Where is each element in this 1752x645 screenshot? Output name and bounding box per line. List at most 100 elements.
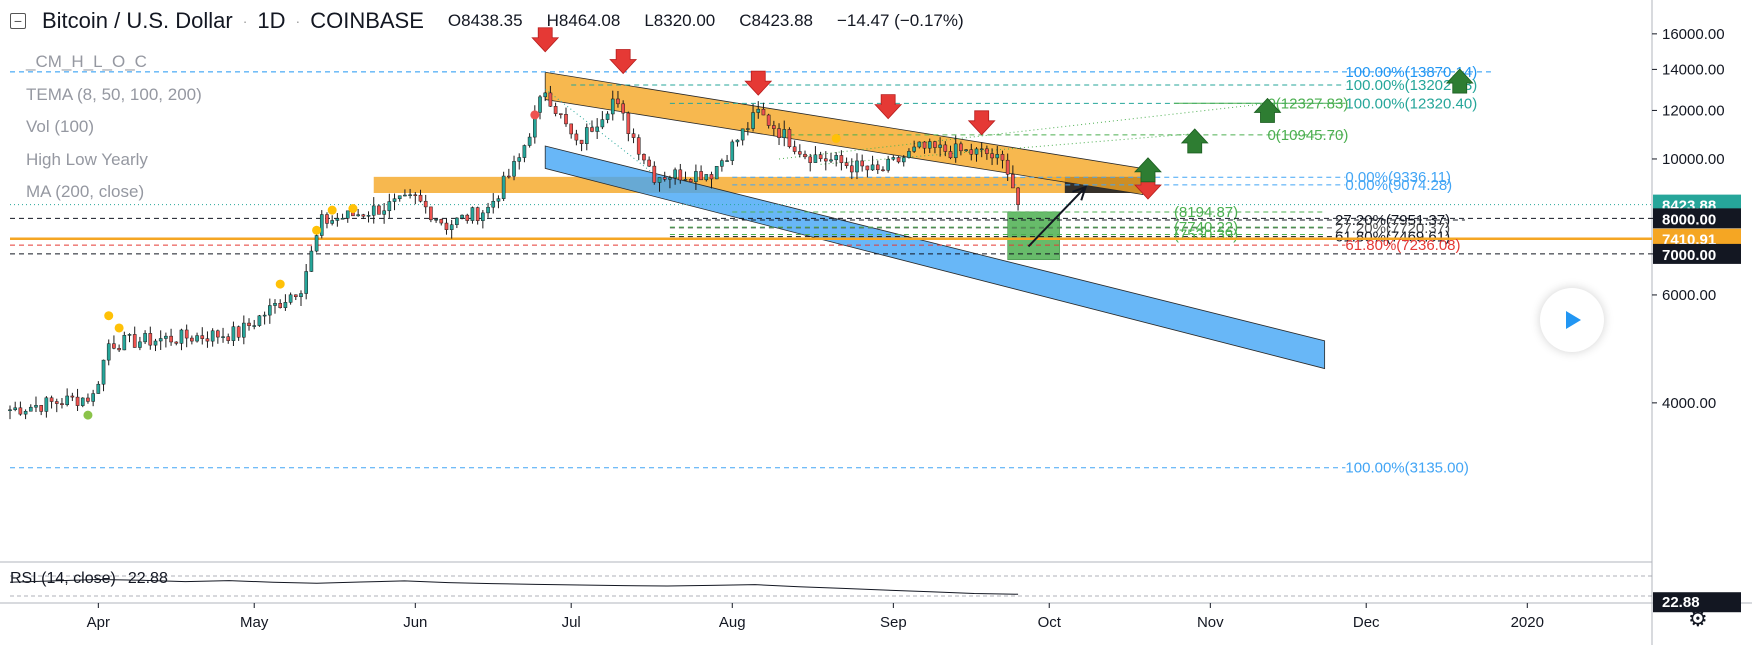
candle-up[interactable] xyxy=(538,96,542,113)
candle-down[interactable] xyxy=(948,151,953,159)
candle-down[interactable] xyxy=(865,165,870,171)
green-box-zone[interactable] xyxy=(1007,211,1060,260)
candle-down[interactable] xyxy=(169,335,173,343)
candle-up[interactable] xyxy=(995,154,1000,159)
candle-up[interactable] xyxy=(138,341,142,348)
candle-up[interactable] xyxy=(486,206,490,214)
candle-down[interactable] xyxy=(558,113,563,115)
candle-up[interactable] xyxy=(595,126,599,132)
candle-up[interactable] xyxy=(746,128,750,130)
candle-up[interactable] xyxy=(455,217,459,225)
candle-up[interactable] xyxy=(283,302,288,308)
candle-up[interactable] xyxy=(335,218,340,221)
candle-up[interactable] xyxy=(143,333,147,343)
sell-arrow-marker[interactable] xyxy=(609,49,638,75)
candle-up[interactable] xyxy=(668,177,672,180)
candle-up[interactable] xyxy=(527,136,532,146)
candle-down[interactable] xyxy=(772,125,776,129)
candle-up[interactable] xyxy=(584,127,589,144)
candle-down[interactable] xyxy=(969,149,974,155)
candle-down[interactable] xyxy=(792,146,797,152)
buy-arrow-marker[interactable] xyxy=(1253,97,1282,123)
candle-up[interactable] xyxy=(65,395,69,405)
candle-up[interactable] xyxy=(195,335,199,342)
candle-down[interactable] xyxy=(647,159,651,167)
candle-up[interactable] xyxy=(751,112,755,129)
candle-down[interactable] xyxy=(325,214,329,224)
candle-up[interactable] xyxy=(491,200,496,208)
candle-down[interactable] xyxy=(429,206,433,221)
candle-up[interactable] xyxy=(262,314,267,317)
candle-up[interactable] xyxy=(179,329,184,344)
candle-down[interactable] xyxy=(112,343,116,349)
candle-up[interactable] xyxy=(496,198,501,202)
candle-down[interactable] xyxy=(413,194,418,196)
candle-down[interactable] xyxy=(636,137,641,155)
candle-up[interactable] xyxy=(730,141,735,161)
candle-up[interactable] xyxy=(964,149,968,152)
candle-up[interactable] xyxy=(80,397,85,406)
candle-down[interactable] xyxy=(18,407,23,415)
candle-down[interactable] xyxy=(839,155,844,163)
candle-down[interactable] xyxy=(985,148,989,154)
candle-up[interactable] xyxy=(288,294,293,303)
candle-up[interactable] xyxy=(481,212,485,221)
candle-down[interactable] xyxy=(148,333,153,346)
candle-up[interactable] xyxy=(319,214,324,236)
candle-down[interactable] xyxy=(507,175,511,178)
candle-down[interactable] xyxy=(1011,174,1015,189)
candle-down[interactable] xyxy=(553,106,558,114)
rsi-legend[interactable]: RSI (14, close) 22.88 xyxy=(10,570,180,588)
candle-up[interactable] xyxy=(257,315,262,326)
buy-arrow-marker[interactable] xyxy=(1134,157,1162,183)
candle-up[interactable] xyxy=(517,157,522,162)
candle-down[interactable] xyxy=(777,128,781,138)
candle-down[interactable] xyxy=(247,322,251,326)
candle-down[interactable] xyxy=(1005,159,1010,175)
candle-down[interactable] xyxy=(579,139,584,144)
candle-down[interactable] xyxy=(216,330,220,338)
candle-down[interactable] xyxy=(990,153,994,159)
candle-up[interactable] xyxy=(694,171,698,182)
indicator-high-low-yearly[interactable]: High Low Yearly xyxy=(26,149,148,169)
candle-down[interactable] xyxy=(860,160,864,167)
candle-down[interactable] xyxy=(548,92,553,107)
candle-up[interactable] xyxy=(470,207,475,221)
candle-up[interactable] xyxy=(725,160,729,162)
candle-down[interactable] xyxy=(205,338,210,342)
candle-up[interactable] xyxy=(834,155,839,161)
candle-up[interactable] xyxy=(891,157,896,160)
candle-up[interactable] xyxy=(356,214,360,217)
candle-down[interactable] xyxy=(616,98,620,105)
candle-down[interactable] xyxy=(174,341,179,344)
candle-down[interactable] xyxy=(881,169,885,172)
candle-up[interactable] xyxy=(434,219,438,221)
candle-down[interactable] xyxy=(1000,154,1005,161)
candle-up[interactable] xyxy=(522,145,527,158)
candle-up[interactable] xyxy=(600,119,605,128)
candle-up[interactable] xyxy=(34,405,38,408)
candle-up[interactable] xyxy=(855,160,859,173)
candle-up[interactable] xyxy=(231,326,236,341)
candle-up[interactable] xyxy=(938,144,942,148)
sell-arrow-marker[interactable] xyxy=(744,70,773,96)
candle-up[interactable] xyxy=(106,343,111,361)
interval[interactable]: 1D xyxy=(257,8,286,33)
candle-up[interactable] xyxy=(91,393,95,402)
candle-down[interactable] xyxy=(823,158,828,162)
candle-down[interactable] xyxy=(569,123,573,135)
candle-down[interactable] xyxy=(49,397,54,402)
candle-up[interactable] xyxy=(460,214,464,219)
candle-down[interactable] xyxy=(564,114,568,125)
candle-up[interactable] xyxy=(953,143,958,159)
candle-up[interactable] xyxy=(782,129,787,138)
candle-up[interactable] xyxy=(28,406,33,412)
candle-up[interactable] xyxy=(907,151,911,158)
candle-down[interactable] xyxy=(621,103,625,114)
candle-down[interactable] xyxy=(75,396,80,406)
candle-down[interactable] xyxy=(70,395,75,398)
candle-up[interactable] xyxy=(605,113,610,120)
candle-up[interactable] xyxy=(912,146,916,152)
candle-up[interactable] xyxy=(127,334,132,336)
candle-up[interactable] xyxy=(252,325,257,327)
